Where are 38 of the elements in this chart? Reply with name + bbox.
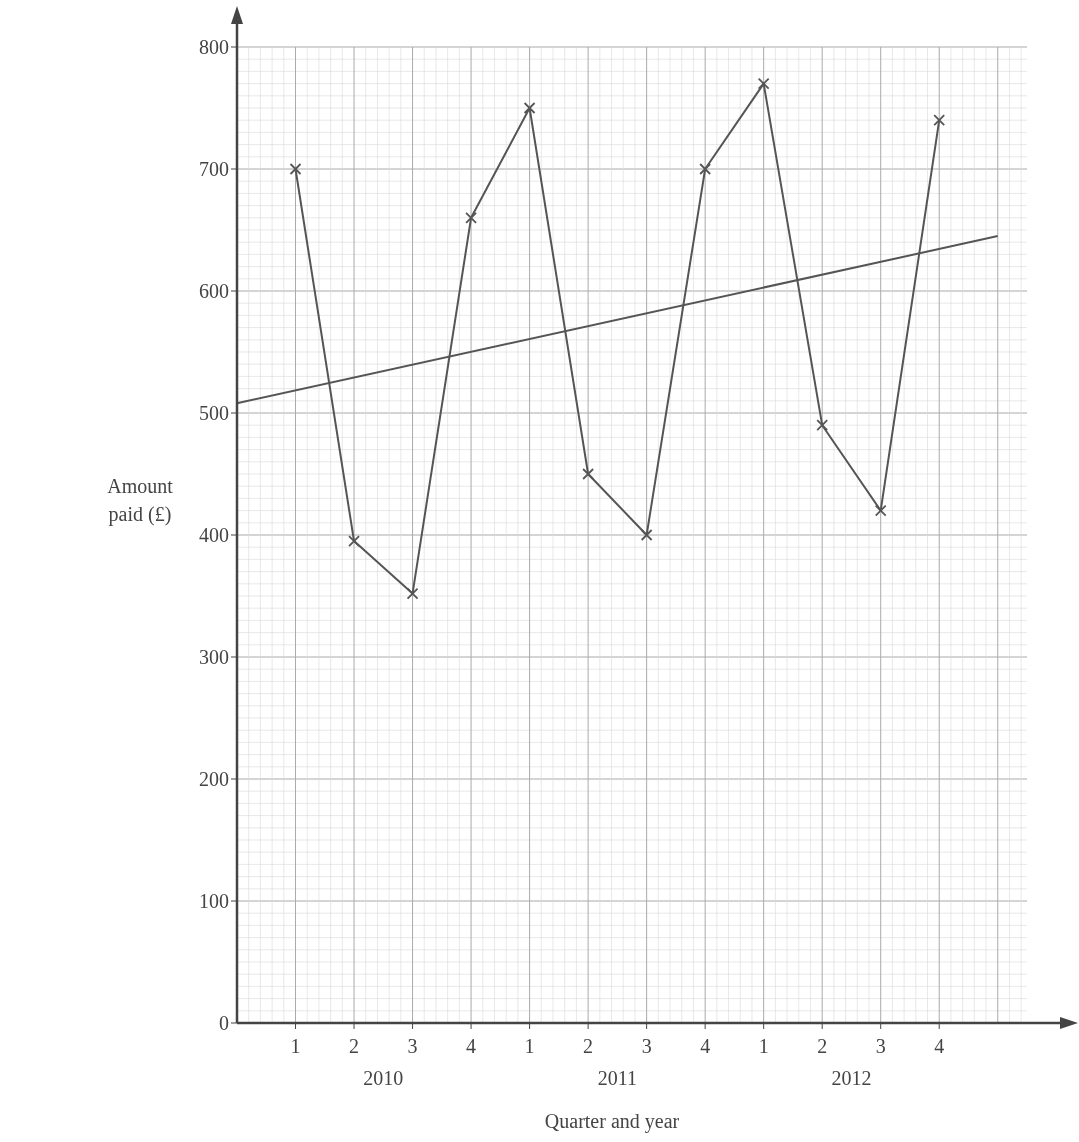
x-tick-label: 3 <box>875 1035 886 1057</box>
point <box>874 504 887 517</box>
text: 2012 <box>831 1067 872 1089</box>
y-tick-label: 800 <box>199 36 229 58</box>
point <box>406 587 419 600</box>
x-tick-label: 3 <box>407 1035 418 1057</box>
x-tick-label: 1 <box>524 1035 535 1057</box>
y-tick-label: 100 <box>199 890 229 912</box>
point <box>757 77 770 90</box>
y-tick-label: 200 <box>199 768 229 790</box>
x-tick-label: 3 <box>641 1035 652 1057</box>
point <box>933 114 946 127</box>
y-tick-label: 300 <box>199 646 229 668</box>
x-tick-label: 4 <box>934 1035 945 1057</box>
x-tick-label: 4 <box>700 1035 711 1057</box>
point <box>465 211 477 224</box>
x-tick-label: 2 <box>349 1035 360 1057</box>
y-tick-label: 500 <box>199 402 229 424</box>
text: 2010 <box>363 1067 404 1089</box>
y-tick-label: 700 <box>199 158 229 180</box>
x-tick-label: 1 <box>290 1035 301 1057</box>
y-tick-label: 0 <box>219 1012 229 1034</box>
point <box>523 102 536 114</box>
y-tick-label: 600 <box>199 280 229 302</box>
x-tick-label: 2 <box>583 1035 594 1057</box>
x-tick-label: 2 <box>817 1035 828 1057</box>
x-tick-label: 1 <box>758 1035 769 1057</box>
point <box>582 468 595 480</box>
x-axis-title: Quarter and year <box>544 1110 680 1133</box>
point <box>816 419 829 432</box>
point <box>348 535 360 547</box>
y-axis-title: Amount paid (£) <box>107 475 174 526</box>
point <box>640 529 653 541</box>
x-tick-label: 4 <box>466 1035 477 1057</box>
y-tick-label: 400 <box>199 524 229 546</box>
point <box>699 163 712 175</box>
text: 2011 <box>597 1067 637 1089</box>
point <box>289 163 302 175</box>
